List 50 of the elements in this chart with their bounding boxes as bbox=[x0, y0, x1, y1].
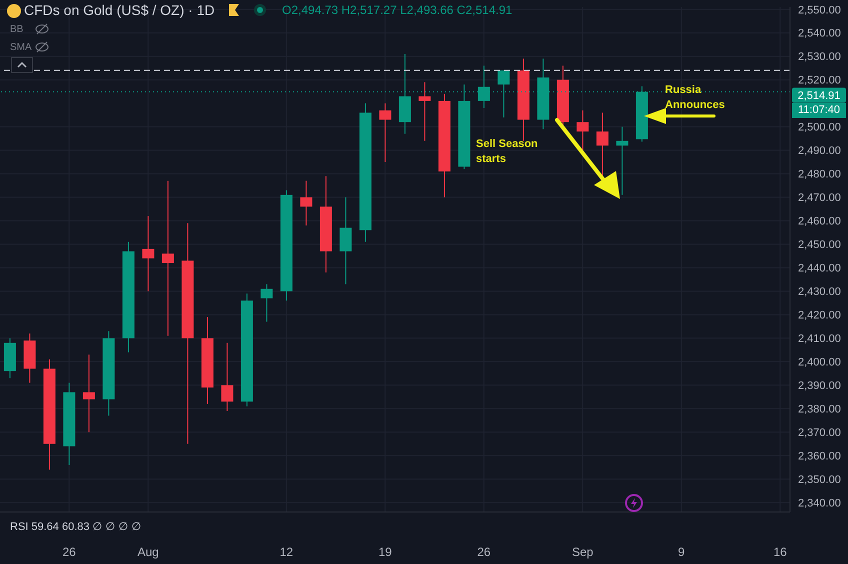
y-tick-label: 2,480.00 bbox=[798, 168, 841, 181]
y-tick-label: 2,440.00 bbox=[798, 262, 841, 275]
y-tick-label: 2,420.00 bbox=[798, 310, 841, 322]
x-tick-label: 26 bbox=[62, 545, 76, 559]
y-tick-label: 2,520.00 bbox=[798, 74, 841, 87]
candlestick bbox=[162, 180, 174, 336]
y-tick-label: 2,400.00 bbox=[798, 356, 841, 369]
annotation: Russia Announces bbox=[665, 83, 726, 113]
candlestick bbox=[418, 82, 431, 142]
candlestick bbox=[616, 126, 628, 196]
y-tick-label: 2,500.00 bbox=[798, 122, 841, 134]
y-tick-label: 2,340.00 bbox=[798, 498, 841, 510]
candlestick bbox=[596, 112, 608, 177]
text: RSI 59.64 60.83 ∅ ∅ ∅ ∅ bbox=[10, 520, 142, 535]
x-tick-label: Aug bbox=[137, 545, 159, 559]
x-tick-label: 16 bbox=[773, 545, 788, 559]
y-tick-label: 2,450.00 bbox=[798, 239, 841, 252]
x-tick-label: 9 bbox=[678, 545, 686, 559]
y-tick-label: 2,540.00 bbox=[798, 28, 841, 40]
candlestick bbox=[221, 342, 234, 412]
x-tick-label: 19 bbox=[378, 545, 392, 559]
y-tick-label: 2,430.00 bbox=[798, 286, 841, 298]
y-tick-label: 2,550.00 bbox=[798, 4, 841, 16]
candlestick bbox=[576, 110, 589, 151]
y-tick-label: 2,470.00 bbox=[798, 192, 841, 204]
candlestick bbox=[82, 354, 95, 433]
y-tick-label: 2,490.00 bbox=[798, 145, 841, 158]
annotation: BB bbox=[10, 23, 24, 37]
x-tick-label: Sep bbox=[572, 545, 594, 559]
candlestick bbox=[379, 102, 392, 163]
annotation: SMA bbox=[10, 41, 32, 55]
y-tick-label: 2,390.00 bbox=[798, 380, 841, 392]
y-tick-label: 2,380.00 bbox=[798, 404, 841, 416]
y-tick-label: 2,360.00 bbox=[798, 450, 841, 463]
y-tick-label: 2,530.00 bbox=[798, 51, 841, 64]
y-tick-label: 2,370.00 bbox=[798, 427, 841, 440]
y-tick-label: 2,410.00 bbox=[798, 333, 841, 346]
ref-line-label: 2,514.91 bbox=[798, 90, 840, 102]
candlestick bbox=[340, 196, 352, 285]
annotation: Sell Season starts bbox=[476, 137, 539, 167]
chart-title: CFDs on Gold (US$ / OZ) · 1D bbox=[24, 2, 215, 18]
candlestick bbox=[300, 180, 312, 226]
y-tick-label: 2,350.00 bbox=[798, 474, 841, 486]
candlestick bbox=[260, 284, 273, 322]
candlestick bbox=[142, 216, 154, 292]
annotation: O2,494.73 H2,517.27 L2,493.66 C2,514.91 bbox=[282, 3, 512, 18]
x-tick-label: 12 bbox=[280, 545, 294, 559]
text: 11:07:40 bbox=[792, 103, 846, 118]
x-tick-label: 26 bbox=[477, 545, 491, 559]
y-tick-label: 2,460.00 bbox=[798, 216, 841, 228]
